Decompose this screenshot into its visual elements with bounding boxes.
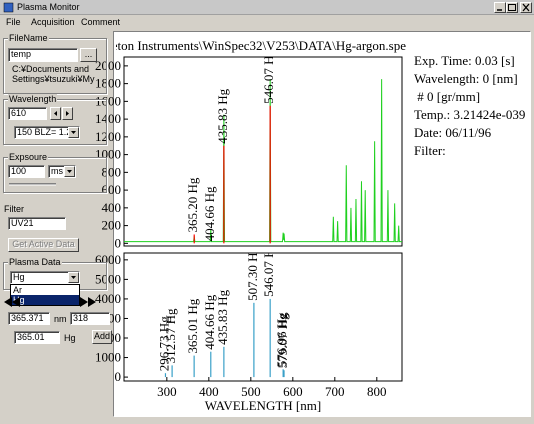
title-bar: Plasma Monitor [0,0,534,15]
window-title: Plasma Monitor [17,2,80,12]
grating-value: 150 BLZ= 1.2 [17,127,72,137]
app-icon [3,2,14,13]
filename-input[interactable]: temp [8,48,78,62]
group-label: Expsoure [8,152,49,162]
file-path-text: gram Files\Princeton Instruments\WinSpec… [116,38,406,53]
element-label: Hg [64,333,76,343]
spin-up[interactable] [62,107,73,120]
menu-item[interactable]: Acquisition [31,17,75,27]
browse-button[interactable]: ... [80,48,97,62]
filter-input[interactable]: UV21 [8,217,66,230]
filename-path: C:¥Documents and Settings¥tsuzuki¥My [12,64,95,84]
get-active-data-button[interactable]: Get Active Data [8,238,79,252]
group-label: FileName [8,33,49,43]
list-option[interactable]: Ar [13,285,22,295]
pixel-readout: 318 [70,312,110,325]
dropdown-arrow[interactable] [64,166,75,177]
unit-label: nm [54,314,67,324]
filter-label: Filter [4,204,24,214]
info-line: Filter: [414,143,446,158]
menu-item[interactable]: Comment [81,17,121,27]
exposure-group [3,157,107,193]
dropdown-arrow[interactable] [68,272,79,283]
maximize-button[interactable] [506,2,518,13]
exposure-slider[interactable] [8,180,58,188]
filename-group [3,38,107,94]
file-path: gram Files\Princeton Instruments\WinSpec… [116,38,406,54]
info-line: Wavelength: 0 [nm] [414,71,518,86]
grating-select[interactable]: 150 BLZ= 1.2 [14,126,80,139]
navigation-arrows[interactable] [2,296,98,308]
info-line: Date: 06/11/96 [414,125,492,140]
info-line: # 0 [gr/mm] [414,89,481,104]
add-button[interactable]: Add [92,330,112,344]
dropdown-arrow[interactable] [68,127,79,138]
spin-down[interactable] [50,107,61,120]
info-line: Exp. Time: 0.03 [s] [414,53,515,68]
menu-item[interactable]: File [6,17,21,27]
unit-value: ms [51,166,63,176]
group-label: Plasma Data [8,257,62,267]
plasma-value: Hg [13,272,25,282]
wavelength-readout: 365.371 [8,312,50,325]
line-readout: 365.01 [14,331,60,344]
info-line: Temp.: 3.21424e-039 [414,107,526,122]
exposure-input[interactable]: 100 [8,165,45,178]
plasma-select[interactable]: Hg [10,271,80,284]
close-button[interactable] [520,2,532,13]
group-label: Wavelength [8,94,58,104]
wavelength-input[interactable]: 610 [8,107,47,120]
minimize-button[interactable] [494,2,506,13]
